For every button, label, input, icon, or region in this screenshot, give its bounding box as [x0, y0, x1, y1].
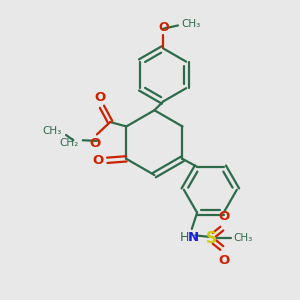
Text: CH₃: CH₃	[181, 19, 200, 29]
Text: O: O	[95, 91, 106, 104]
Text: O: O	[219, 254, 230, 267]
Text: CH₃: CH₃	[42, 126, 61, 136]
Text: O: O	[89, 137, 100, 150]
Text: H: H	[180, 231, 189, 244]
Text: N: N	[188, 231, 199, 244]
Text: CH₂: CH₂	[59, 138, 78, 148]
Text: O: O	[219, 210, 230, 223]
Text: S: S	[206, 231, 217, 246]
Text: CH₃: CH₃	[233, 233, 253, 243]
Text: O: O	[158, 21, 169, 34]
Text: O: O	[92, 154, 104, 167]
